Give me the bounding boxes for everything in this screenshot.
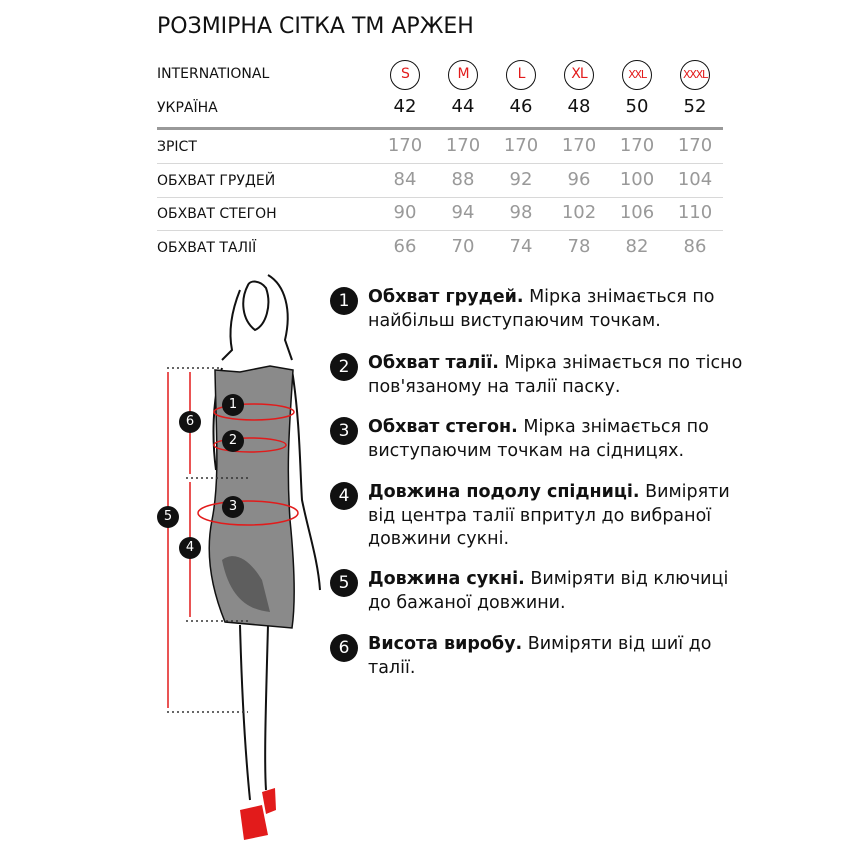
divider (157, 127, 723, 130)
cell: 50 (625, 96, 649, 117)
legend-number: 2 (330, 353, 358, 381)
cell: 66 (393, 236, 417, 257)
legend-item: 2 Обхват талії. Мірка знімається по тісно… (330, 352, 750, 399)
table-row: ОБХВАТ СТЕГОН 90 94 98 102 106 110 (157, 200, 723, 230)
legend-item: 3 Обхват стегон. Мірка знімається по вист… (330, 416, 750, 463)
figure-marker: 4 (179, 537, 201, 559)
legend-text: Виміряти від центра талії впритул до виб… (368, 482, 730, 549)
legend-number: 1 (330, 287, 358, 315)
row-label: ОБХВАТ ГРУДЕЙ (157, 173, 276, 189)
cell: 70 (451, 236, 475, 257)
cell: 92 (509, 169, 533, 190)
legend-title: Обхват грудей. (368, 287, 524, 307)
figure-marker: 6 (179, 411, 201, 433)
dress-shadow (222, 556, 270, 612)
cell: 44 (451, 96, 475, 117)
size-badge: M (448, 60, 478, 90)
legend-text: Мірка знімається по виступаючим точкам н… (368, 417, 709, 461)
cell: 170 (387, 135, 423, 156)
legend-title: Висота виробу. (368, 634, 523, 654)
dotted-guides (167, 367, 250, 713)
figure-marker: 5 (157, 506, 179, 528)
cell: 110 (677, 202, 713, 223)
legend-text: Мірка знімається по найбільш виступаючим… (368, 287, 715, 331)
cell: 170 (445, 135, 481, 156)
cell: 102 (561, 202, 597, 223)
row-international: INTERNATIONAL S M L XL XXL XXXL (157, 60, 723, 90)
row-label: ОБХВАТ СТЕГОН (157, 206, 277, 222)
shoes (240, 788, 276, 840)
hair-right (267, 274, 293, 361)
legend-title: Довжина сукні. (368, 569, 525, 589)
divider (157, 230, 723, 231)
cell: 88 (451, 169, 475, 190)
size-badge: XXL (622, 60, 652, 90)
page-title: РОЗМІРНА СІТКА ТМ АРЖЕН (157, 14, 474, 39)
cell: 170 (561, 135, 597, 156)
row-label: ЗРІСТ (157, 139, 197, 155)
cell: 106 (619, 202, 655, 223)
legend-text: Мірка знімається по тісно пов'язаному на… (368, 353, 743, 397)
size-badge: L (506, 60, 536, 90)
row-ukraine: УКРАЇНА 42 44 46 48 50 52 (157, 94, 723, 124)
cell: 78 (567, 236, 591, 257)
legend-item: 1 Обхват грудей. Мірка знімається по найб… (330, 286, 750, 333)
cell: 74 (509, 236, 533, 257)
legend-number: 4 (330, 482, 358, 510)
legend-title: Довжина подолу спідниці. (368, 482, 640, 502)
size-badge: XL (564, 60, 594, 90)
legend-item: 6 Висота виробу. Виміряти від шиї до талі… (330, 633, 750, 680)
figure-marker: 2 (222, 430, 244, 452)
cell: 84 (393, 169, 417, 190)
cell: 100 (619, 169, 655, 190)
cell: 42 (393, 96, 417, 117)
legend-item: 5 Довжина сукні. Виміряти від ключиці до … (330, 568, 750, 615)
cell: 86 (683, 236, 707, 257)
cell: 96 (567, 169, 591, 190)
row-label: ОБХВАТ ТАЛІЇ (157, 240, 257, 256)
table-row: ОБХВАТ ГРУДЕЙ 84 88 92 96 100 104 (157, 167, 723, 197)
cell: 170 (677, 135, 713, 156)
legend-item: 4 Довжина подолу спідниці. Виміряти від ц… (330, 481, 750, 552)
cell: 94 (451, 202, 475, 223)
legend-number: 6 (330, 634, 358, 662)
legend-number: 3 (330, 417, 358, 445)
cell: 90 (393, 202, 417, 223)
legend-title: Обхват стегон. (368, 417, 518, 437)
legend-title: Обхват талії. (368, 353, 499, 373)
cell: 98 (509, 202, 533, 223)
row-label: INTERNATIONAL (157, 66, 270, 82)
arm-right (291, 369, 321, 591)
size-badge: XXXL (680, 60, 710, 90)
legend-text: Виміряти від шиї до талії. (368, 634, 712, 678)
figure-marker: 3 (222, 496, 244, 518)
table-row: ЗРІСТ 170 170 170 170 170 170 (157, 133, 723, 163)
cell: 46 (509, 96, 533, 117)
legs (239, 624, 269, 801)
face (242, 280, 270, 332)
legend-text: Виміряти від ключиці до бажаної довжини. (368, 569, 729, 613)
table-row: ОБХВАТ ТАЛІЇ 66 70 74 78 82 86 (157, 234, 723, 264)
figure-marker: 1 (222, 394, 244, 416)
cell: 104 (677, 169, 713, 190)
divider (157, 197, 723, 198)
hair-left (221, 289, 241, 361)
cell: 48 (567, 96, 591, 117)
cell: 82 (625, 236, 649, 257)
divider (157, 163, 723, 164)
legend-number: 5 (330, 569, 358, 597)
size-badge: S (390, 60, 420, 90)
cell: 170 (503, 135, 539, 156)
cell: 170 (619, 135, 655, 156)
cell: 52 (683, 96, 707, 117)
row-label: УКРАЇНА (157, 100, 218, 116)
